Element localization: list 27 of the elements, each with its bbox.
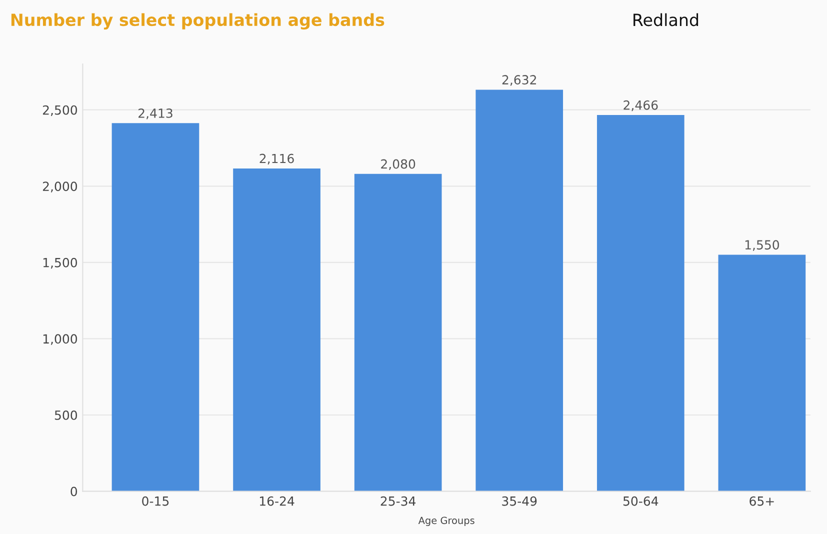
- chart-subtitle: Redland: [634, 13, 698, 26]
- y-tick-label: 2,500: [42, 105, 78, 116]
- data-label: 2,080: [381, 159, 416, 170]
- x-tick-label: 0-15: [142, 496, 169, 506]
- data-label: 2,632: [502, 75, 536, 86]
- x-tick-label: 35-49: [502, 496, 537, 506]
- y-tick-label: 2,000: [42, 182, 78, 192]
- y-tick-label: 500: [54, 410, 78, 420]
- data-label: 2,116: [260, 154, 294, 165]
- x-axis-title: Age Groups: [418, 516, 474, 526]
- chart-title: Number by select population age bands: [11, 13, 384, 30]
- bar: [354, 174, 442, 492]
- bar: [476, 90, 564, 492]
- bar: [718, 254, 806, 492]
- data-label: 2,413: [138, 108, 172, 120]
- x-tick-label: 65+: [750, 496, 774, 506]
- bar: [233, 168, 320, 492]
- y-tick-label: 0: [70, 486, 78, 496]
- x-tick-label: 25-34: [380, 496, 416, 506]
- y-tick-label: 1,000: [43, 334, 78, 345]
- bar: [596, 115, 684, 492]
- x-tick-label: 50-64: [623, 496, 658, 506]
- data-label: 1,550: [745, 240, 780, 251]
- y-tick-label: 1,500: [43, 258, 78, 269]
- x-tick-label: 16-24: [260, 496, 294, 506]
- data-label: 2,466: [624, 100, 658, 112]
- bar: [112, 123, 200, 492]
